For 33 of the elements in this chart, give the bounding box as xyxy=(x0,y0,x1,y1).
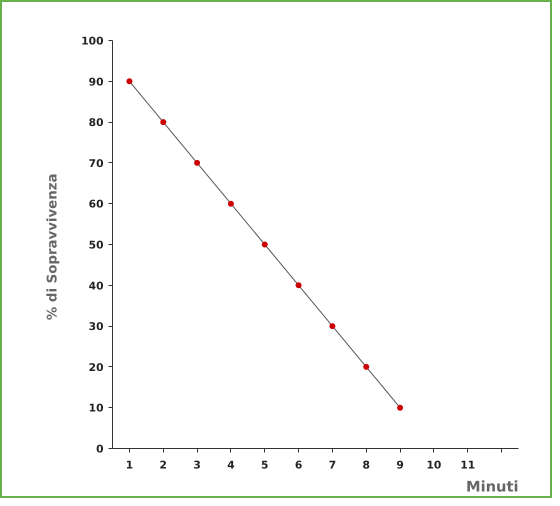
y-tick-label: 10 xyxy=(88,402,104,415)
y-tick-label: 0 xyxy=(96,442,104,456)
y-tick-label: 80 xyxy=(88,116,104,130)
point xyxy=(126,78,132,84)
x-tick-label: 11 xyxy=(460,458,476,472)
x-tick-label: 6 xyxy=(294,458,302,472)
x-tick-label: 1 xyxy=(126,458,134,472)
y-tick-label: 20 xyxy=(88,360,104,374)
point xyxy=(194,160,200,166)
point xyxy=(296,282,302,288)
y-tick-label: 40 xyxy=(88,279,104,292)
y-tick-label: 60 xyxy=(88,198,104,211)
y-tick-label: 100 xyxy=(81,34,104,48)
x-tick-label: 7 xyxy=(328,458,336,472)
x-tick-label: 10 xyxy=(426,458,442,472)
x-tick-label: 9 xyxy=(396,458,404,472)
x-tick-label: 2 xyxy=(160,458,167,472)
x-tick-label: 3 xyxy=(193,458,201,472)
x-axis-title: Minuti xyxy=(466,478,519,496)
point xyxy=(397,404,404,411)
x-tick-label: 8 xyxy=(362,458,370,472)
y-tick-label: 30 xyxy=(88,320,104,334)
y-tick-label: 70 xyxy=(88,156,104,170)
y-tick-label: 50 xyxy=(88,238,104,252)
y-axis-title: % di Sopravvivenza xyxy=(45,174,60,320)
point xyxy=(160,119,166,126)
x-tick-label: 5 xyxy=(261,458,268,472)
x-tick-label: 4 xyxy=(227,458,235,472)
point xyxy=(262,242,268,248)
point xyxy=(228,200,234,207)
point xyxy=(329,323,336,330)
y-tick-label: 90 xyxy=(88,75,104,88)
point xyxy=(363,364,370,370)
